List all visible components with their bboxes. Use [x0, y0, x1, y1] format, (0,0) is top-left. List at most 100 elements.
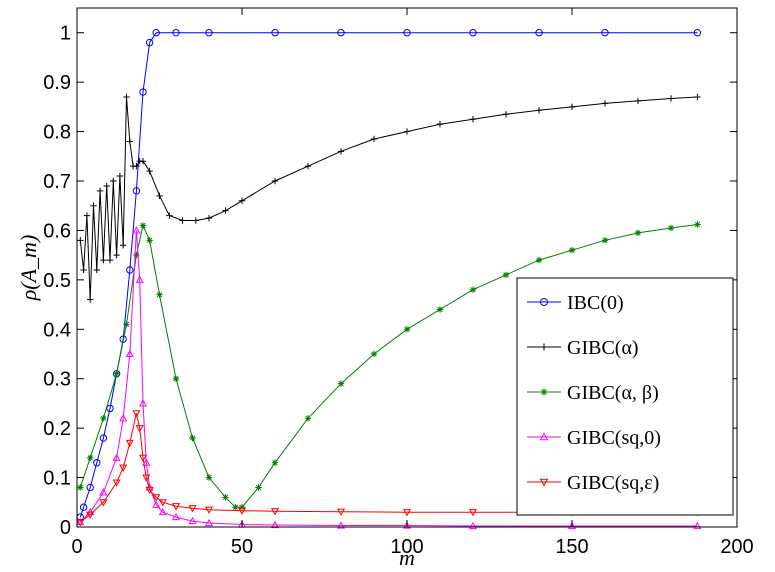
data-point	[237, 507, 247, 515]
data-point	[667, 224, 675, 232]
data-point	[113, 251, 120, 259]
data-point	[77, 237, 84, 244]
data-point	[90, 202, 97, 209]
data-point	[694, 221, 701, 228]
data-point	[693, 29, 702, 37]
data-point	[192, 217, 199, 224]
data-point	[568, 103, 576, 111]
data-point	[142, 474, 151, 482]
data-point	[119, 414, 128, 422]
data-point	[403, 326, 411, 333]
data-point	[204, 518, 214, 527]
data-point	[436, 306, 444, 313]
data-point	[158, 507, 167, 516]
data-point	[119, 464, 128, 472]
x-tick-label: 150	[555, 536, 588, 558]
series-line	[79, 230, 698, 527]
data-point	[634, 229, 642, 237]
data-point	[179, 217, 186, 224]
legend-marker	[539, 432, 549, 441]
y-tick-label: 0.9	[43, 72, 71, 94]
x-tick-label: 100	[390, 536, 423, 558]
legend-label: GIBC(α)	[567, 337, 639, 359]
data-point	[99, 434, 108, 442]
data-point	[469, 29, 477, 37]
data-point	[86, 483, 94, 492]
data-point	[535, 256, 543, 264]
data-point	[188, 516, 197, 525]
data-point	[145, 38, 154, 47]
data-point	[402, 521, 412, 529]
data-point	[568, 247, 576, 254]
y-tick-label: 0.4	[43, 319, 71, 341]
data-point	[126, 138, 133, 145]
data-point	[436, 120, 444, 128]
data-point	[113, 370, 120, 377]
y-axis-label: ρ(A_m)	[16, 235, 41, 302]
data-point	[80, 266, 87, 274]
data-point	[271, 459, 279, 466]
data-point	[336, 508, 346, 516]
data-point	[337, 380, 345, 387]
series-4	[76, 410, 702, 527]
data-point	[172, 29, 180, 37]
data-point	[133, 162, 140, 170]
data-point	[171, 503, 181, 511]
legend-item: IBC(0)	[527, 292, 624, 314]
data-point	[112, 479, 121, 487]
y-tick-label: 0.3	[43, 369, 71, 391]
data-point	[86, 511, 95, 519]
y-tick-label: 1	[60, 23, 71, 45]
data-point	[469, 286, 477, 293]
data-point	[125, 439, 134, 448]
legend-box	[516, 277, 734, 516]
data-point	[634, 97, 642, 105]
data-point	[601, 100, 609, 107]
data-point	[103, 182, 110, 190]
legend-label: GIBC(sq,0)	[567, 427, 661, 449]
data-point	[146, 237, 153, 244]
data-point	[146, 167, 153, 175]
data-point	[270, 520, 280, 529]
data-point	[100, 256, 107, 264]
data-point	[535, 107, 543, 114]
legend-item: GIBC(α)	[527, 337, 639, 359]
data-point	[152, 500, 161, 508]
data-point	[100, 415, 107, 422]
data-point	[468, 509, 478, 517]
legend-label: IBC(0)	[567, 292, 624, 314]
data-point	[87, 296, 94, 303]
data-point	[667, 95, 675, 102]
legend-item: GIBC(α, β)	[527, 382, 659, 404]
data-point	[222, 207, 229, 214]
data-point	[133, 251, 140, 259]
legend-item: GIBC(sq,0)	[527, 427, 661, 449]
legend-marker	[540, 343, 548, 351]
data-point	[156, 192, 163, 200]
data-point	[112, 453, 121, 461]
data-point	[76, 518, 85, 527]
x-axis-label: m	[399, 545, 415, 570]
data-point	[403, 128, 411, 135]
data-point	[166, 212, 173, 219]
data-point	[468, 521, 478, 530]
data-point	[110, 177, 117, 185]
data-point	[271, 177, 279, 185]
y-tick-label: 0.5	[43, 270, 71, 292]
series-line	[79, 413, 698, 523]
y-tick-label: 0.6	[43, 220, 71, 242]
data-point	[132, 226, 141, 234]
axes-layer: 0 50 100 150 200 0 0.1 0.2 0.3 0.4 0.5 0.6 0.7 0.8 0.9…	[16, 8, 754, 570]
data-point	[142, 458, 151, 466]
data-point	[139, 88, 147, 96]
series-1	[77, 93, 701, 303]
data-point	[271, 29, 279, 37]
legend-marker	[540, 388, 548, 396]
legend-item: GIBC(sq,ε)	[527, 472, 659, 494]
data-point	[77, 484, 84, 491]
data-point	[304, 415, 312, 422]
data-point	[139, 222, 147, 229]
data-point	[158, 499, 167, 507]
data-point	[255, 484, 262, 491]
data-point	[232, 504, 239, 511]
